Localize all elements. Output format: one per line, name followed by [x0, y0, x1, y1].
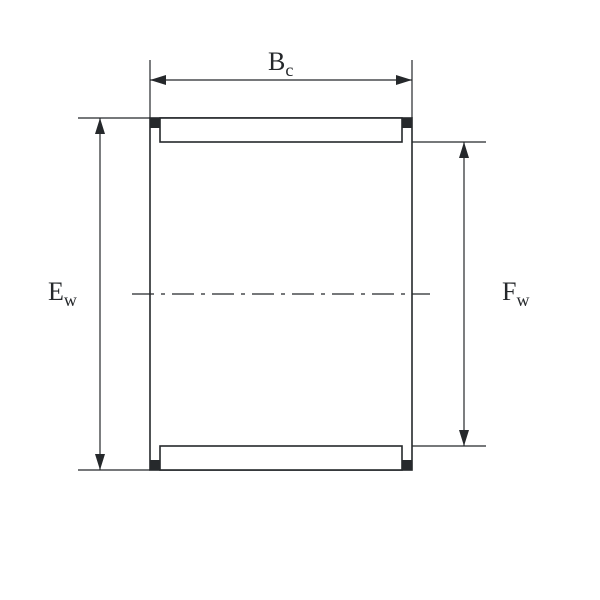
label-ew: Ew: [48, 277, 77, 310]
label-fw: Fw: [502, 277, 529, 310]
corner-block: [402, 460, 412, 470]
label-bc: Bc: [268, 47, 293, 80]
corner-block: [402, 118, 412, 128]
roller-bottom: [160, 446, 402, 470]
corner-block: [150, 118, 160, 128]
roller-top: [160, 118, 402, 142]
corner-block: [150, 460, 160, 470]
